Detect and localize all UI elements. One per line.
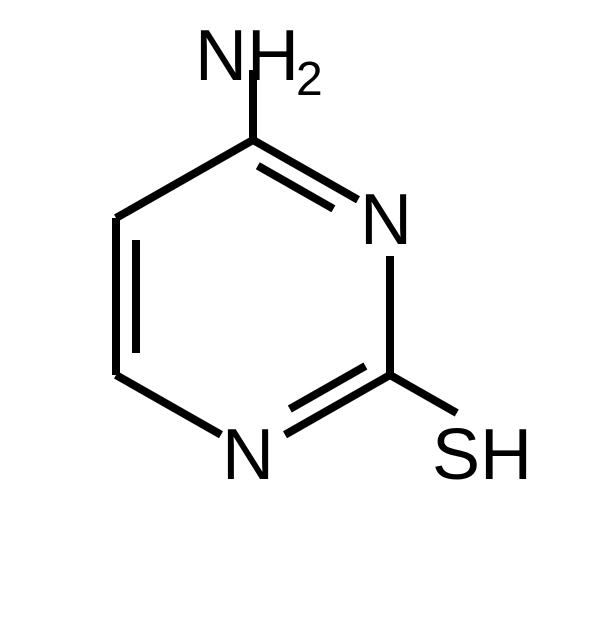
bond-double-inner	[258, 166, 334, 209]
labels-group: N N NH2 SH	[195, 16, 532, 495]
bond-double-inner	[290, 366, 366, 409]
bond-single	[390, 375, 457, 413]
molecule-diagram: N N NH2 SH	[0, 0, 610, 640]
bond-single	[116, 140, 253, 218]
bond-single	[116, 375, 221, 435]
atom-label-SH: SH	[432, 415, 532, 495]
atom-label-N_upper: N	[360, 180, 412, 260]
atom-label-N_lower: N	[222, 415, 274, 495]
atom-label-NH2: NH2	[195, 16, 323, 106]
